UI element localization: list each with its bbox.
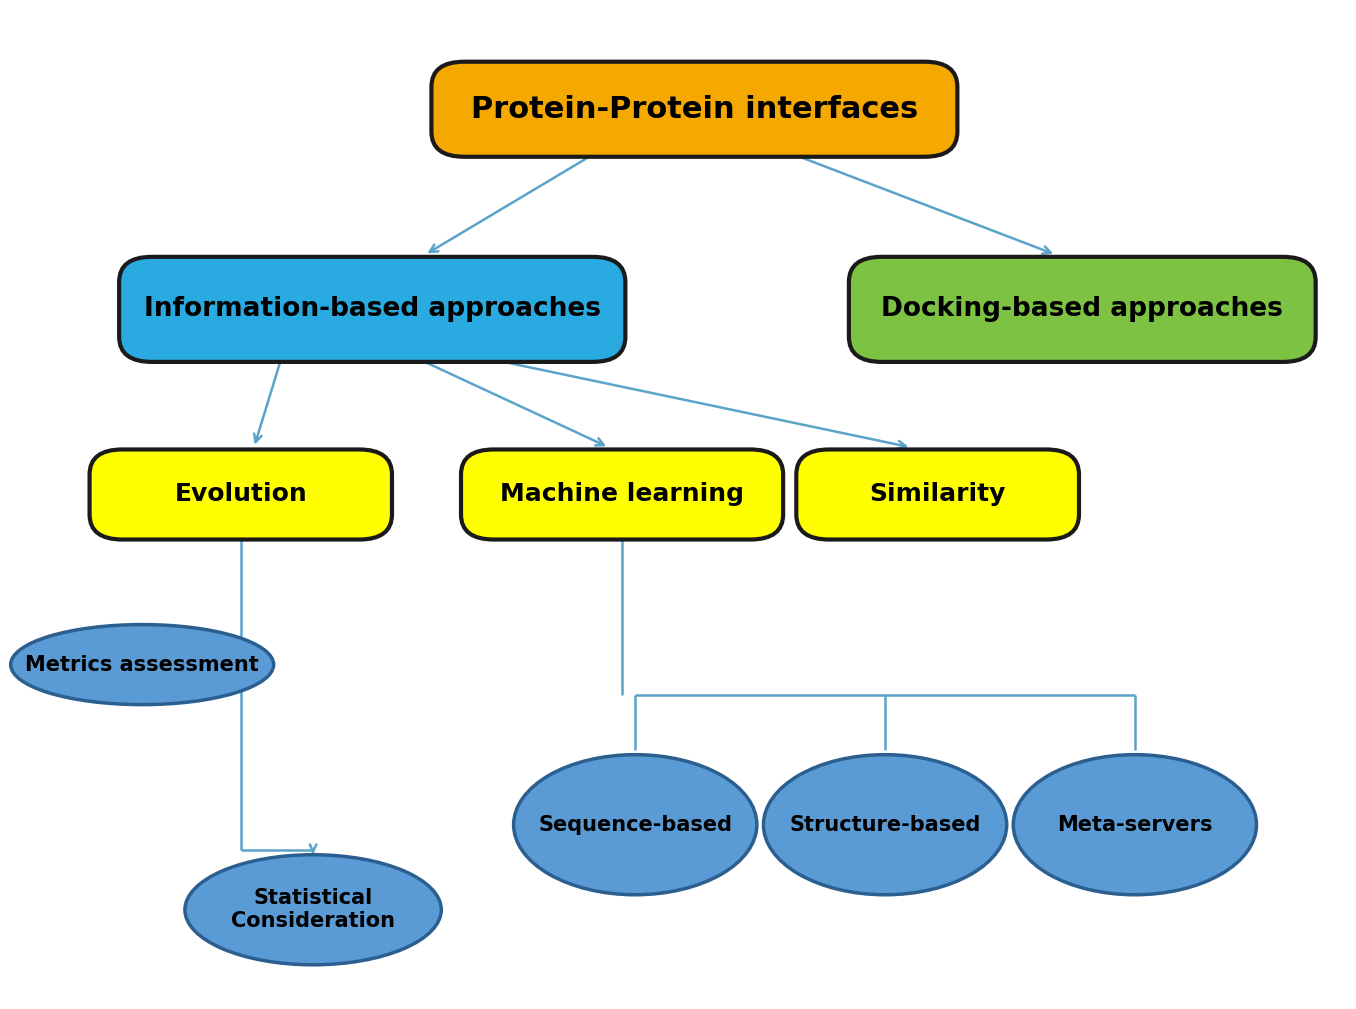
Text: Sequence-based: Sequence-based bbox=[538, 814, 732, 834]
Text: Meta-servers: Meta-servers bbox=[1058, 814, 1212, 834]
FancyBboxPatch shape bbox=[849, 257, 1315, 362]
Ellipse shape bbox=[184, 855, 441, 965]
Text: Protein-Protein interfaces: Protein-Protein interfaces bbox=[471, 95, 918, 124]
Text: Evolution: Evolution bbox=[175, 482, 308, 507]
Text: Information-based approaches: Information-based approaches bbox=[144, 297, 601, 322]
FancyBboxPatch shape bbox=[119, 257, 625, 362]
Ellipse shape bbox=[11, 625, 274, 704]
Ellipse shape bbox=[763, 755, 1006, 895]
Ellipse shape bbox=[1013, 755, 1257, 895]
FancyBboxPatch shape bbox=[89, 449, 392, 540]
Text: Structure-based: Structure-based bbox=[789, 814, 980, 834]
Text: Similarity: Similarity bbox=[869, 482, 1006, 507]
FancyBboxPatch shape bbox=[431, 62, 957, 156]
FancyBboxPatch shape bbox=[796, 449, 1079, 540]
Text: Metrics assessment: Metrics assessment bbox=[26, 655, 259, 675]
FancyBboxPatch shape bbox=[461, 449, 784, 540]
Text: Machine learning: Machine learning bbox=[500, 482, 744, 507]
Ellipse shape bbox=[514, 755, 757, 895]
Text: Statistical
Consideration: Statistical Consideration bbox=[231, 888, 395, 931]
Text: Docking-based approaches: Docking-based approaches bbox=[881, 297, 1283, 322]
